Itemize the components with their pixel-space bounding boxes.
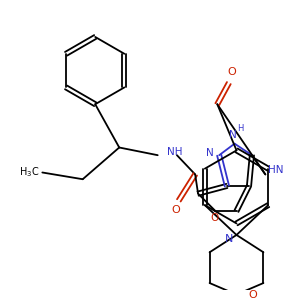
Text: O: O xyxy=(248,290,257,300)
Text: N: N xyxy=(225,234,233,244)
Text: O: O xyxy=(227,67,236,77)
Text: O: O xyxy=(210,213,218,223)
Text: O: O xyxy=(172,205,180,215)
Text: H: H xyxy=(237,124,244,133)
Text: H$_3$C: H$_3$C xyxy=(19,166,40,179)
Text: N: N xyxy=(206,148,214,158)
Text: NH: NH xyxy=(167,147,183,157)
Text: HN: HN xyxy=(268,165,284,175)
Text: N: N xyxy=(229,130,236,140)
